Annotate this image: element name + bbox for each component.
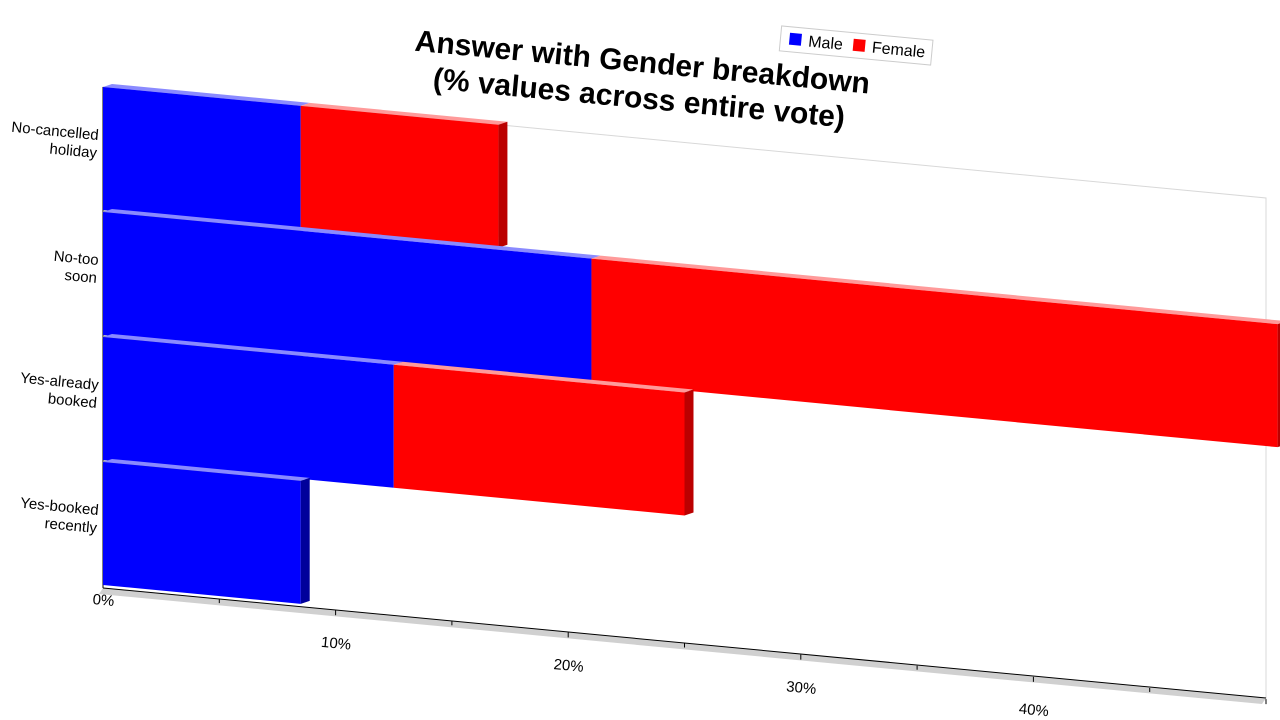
chart-floor [99,588,1266,704]
legend-label-female: Female [871,40,926,62]
bar-male-2 [103,337,394,488]
legend-swatch-female [852,38,866,52]
bar-top-face [300,102,508,125]
x-axis-line [102,587,1267,699]
legend-swatch-male [788,32,802,46]
category-label: No-cancelledholiday [9,119,100,162]
bar-male-3 [103,462,301,604]
bar-top-face [103,334,403,365]
category-label: Yes-bookedrecently [18,495,100,537]
category-label: Yes-alreadybooked [18,370,100,412]
x-tick-label: 30% [785,678,816,698]
x-tick-label: 20% [553,656,584,676]
bars-layer [102,84,1280,604]
bar-side-face [300,477,310,604]
bar-female-2 [393,364,685,516]
x-ticks-layer: 0%10%20%30%40%50% [92,591,1267,720]
bar-top-face [591,255,1280,325]
bar-side-face [684,389,694,516]
x-tick-label: 0% [92,591,115,610]
x-tick-label: 10% [320,634,351,654]
bar-top-face [393,361,694,393]
bar-female-1 [591,258,1278,448]
legend-label-male: Male [807,34,843,54]
bar-male-0 [103,87,301,229]
bar-side-face [498,121,508,248]
bar-male-1 [103,212,592,382]
bar-top-face [103,84,310,106]
bar-side-face [1277,323,1280,448]
legend: Male Female [778,25,934,66]
bar-top-face [103,209,601,259]
bar-top-face [103,459,310,481]
x-tick-label: 40% [1018,700,1049,720]
category-label: No-toosoon [51,248,99,287]
category-labels-layer: No-cancelledholiday No-toosoon Yes-already… [9,119,100,537]
bar-female-0 [300,105,499,248]
